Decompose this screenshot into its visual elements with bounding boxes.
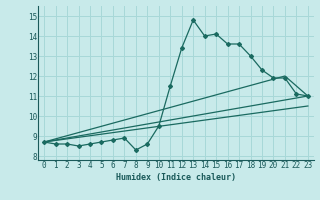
X-axis label: Humidex (Indice chaleur): Humidex (Indice chaleur) [116, 173, 236, 182]
